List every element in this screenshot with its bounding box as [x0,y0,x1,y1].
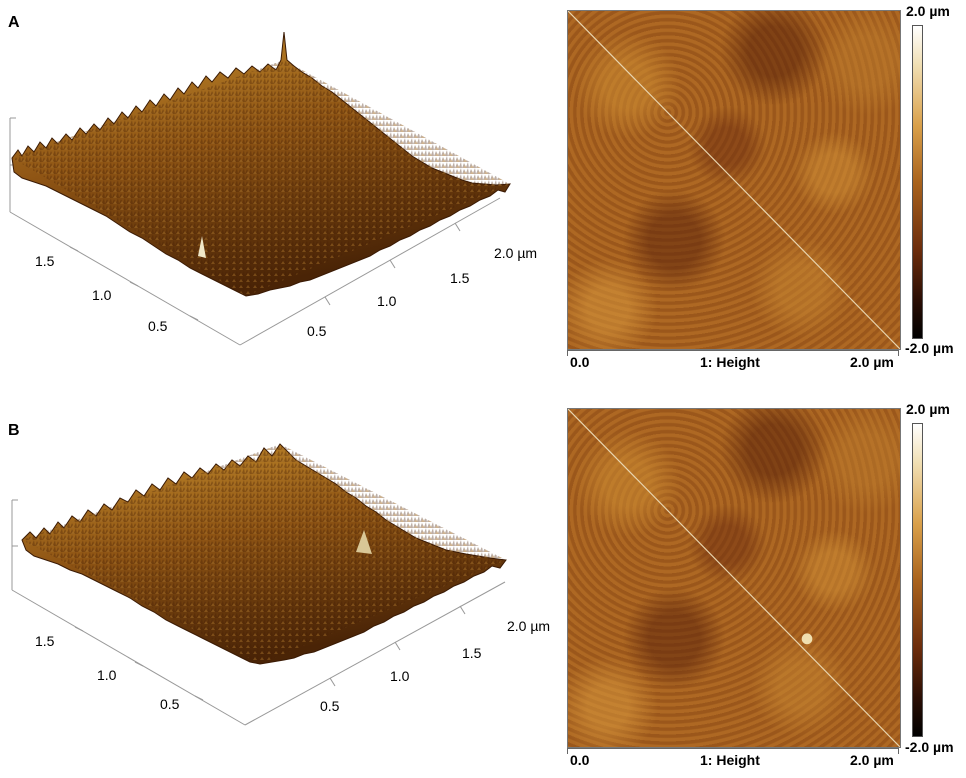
left-tick-2: 1.0 [97,667,117,683]
map-channel-label: 1: Height [700,354,760,370]
height-map [567,408,901,748]
map-channel-label: 1: Height [700,752,760,768]
surface-3d-plot [11,443,507,726]
panel-b: B [0,390,966,778]
colorbar-max: 2.0 µm [906,3,950,19]
left-tick-1: 1.5 [35,253,55,269]
colorbar-max: 2.0 µm [906,401,950,417]
right-tick-1: 2.0 µm [507,618,551,634]
right-tick-3: 1.0 [390,668,410,684]
panel-letter: B [8,422,20,439]
panel-letter: A [8,14,20,31]
right-tick-2: 1.5 [450,270,470,286]
map-x-axis [567,748,899,749]
right-tick-4: 0.5 [307,323,327,339]
right-tick-3: 1.0 [377,293,397,309]
colorbar [912,423,923,737]
surface-3d-plot [9,31,511,346]
panel-a: A [0,0,966,388]
map-x-end: 2.0 µm [850,752,894,768]
right-tick-2: 1.5 [462,645,482,661]
map-x-axis [567,350,899,351]
left-tick-3: 0.5 [160,696,180,712]
left-tick-3: 0.5 [148,318,168,334]
colorbar-min: -2.0 µm [905,340,954,356]
axis-ticks [74,605,466,701]
axis-frame [9,117,501,346]
height-map [567,10,901,350]
colorbar [912,25,923,339]
axis-frame [11,499,506,726]
left-tick-1: 1.5 [35,633,55,649]
map-x-start: 0.0 [570,752,590,768]
spike-highlight [356,530,372,554]
right-tick-4: 0.5 [320,698,340,714]
colorbar-min: -2.0 µm [905,739,954,755]
map-x-end: 2.0 µm [850,354,894,370]
spike-highlight [198,236,206,258]
left-tick-2: 1.0 [92,287,112,303]
map-x-start: 0.0 [570,354,590,370]
right-tick-1: 2.0 µm [494,245,538,261]
axis-ticks [69,222,461,321]
